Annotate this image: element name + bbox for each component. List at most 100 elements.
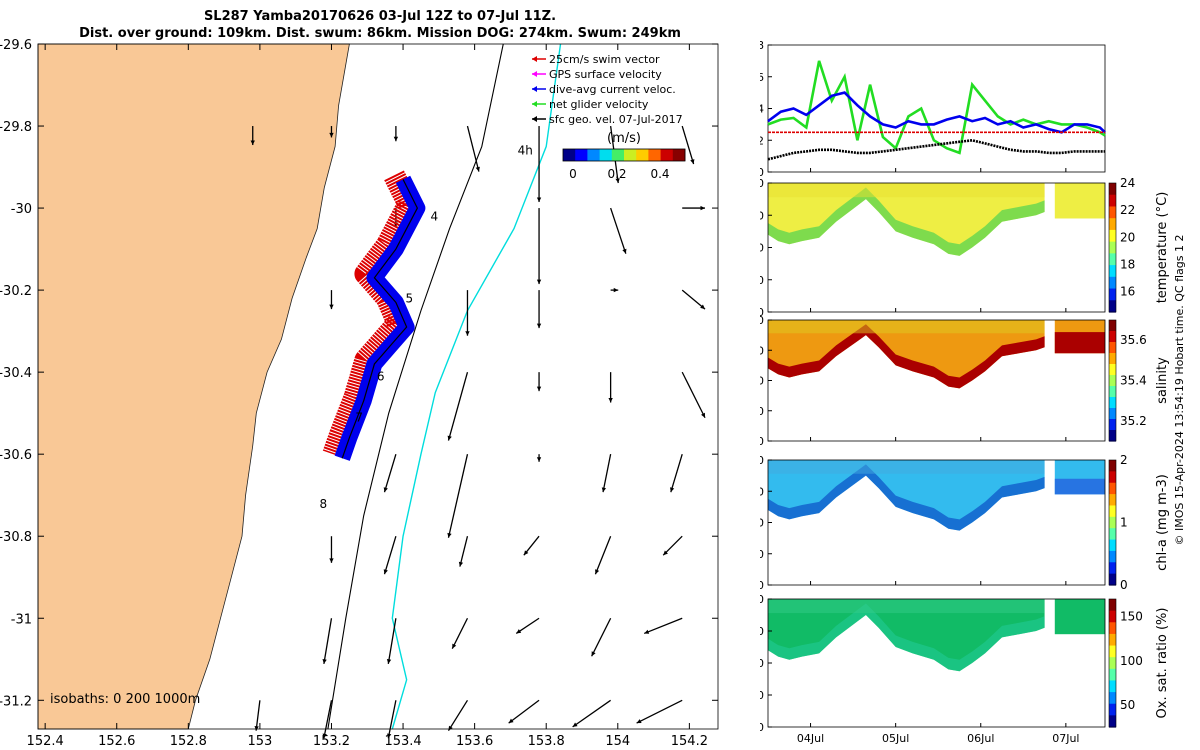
cbar-cell-4-2 <box>1109 622 1116 635</box>
heatmap-surface-band-1 <box>768 183 1045 198</box>
legend-label-4: sfc geo. vel. 07-Jul-2017 <box>549 113 683 126</box>
cbar-cell-3-9 <box>1109 562 1116 575</box>
depth-tick-4-4: 200 <box>760 721 764 734</box>
velocity-arrowhead-14 <box>613 287 619 293</box>
cbar-cell-2-8 <box>1109 408 1116 420</box>
day-label-7: 7 <box>355 410 363 424</box>
cbar-tick-1-0: 16 <box>1120 285 1135 299</box>
cbar-tick-1-2: 20 <box>1120 230 1135 244</box>
lon-tick-6: 153.6 <box>456 734 493 749</box>
depth-tick-1-4: 200 <box>760 306 764 319</box>
depth-tick-2-4: 200 <box>760 435 764 448</box>
legend-swatch-head-0 <box>532 56 537 62</box>
depth-tick-1-3: 150 <box>760 274 764 287</box>
velocity-arrowhead-34 <box>516 629 522 634</box>
heatmap-late-block-1 <box>1054 183 1105 219</box>
velocity-arrow-42 <box>572 699 612 728</box>
velocity-arrowhead-26 <box>383 569 388 575</box>
velocity-arrowhead-17 <box>536 386 542 392</box>
velocity-arrow-36 <box>643 617 683 635</box>
lat-tick-4: -30.4 <box>0 366 32 381</box>
cbar-tick-4-0: 50 <box>1120 698 1135 712</box>
cbar-cell-4-0 <box>1109 599 1116 612</box>
velocity-arrowhead-10 <box>700 205 706 211</box>
cbar-tick-4-1: 100 <box>1120 654 1143 668</box>
lon-tick-0: 152.4 <box>27 734 64 749</box>
cbar-cell-1-8 <box>1109 276 1116 290</box>
lat-tick-0: -29.6 <box>0 38 32 53</box>
velocity-arrowhead-39 <box>387 733 392 739</box>
imos-side-note: © IMOS 15-Apr-2024 13:54:19 Hobart time.… <box>1173 235 1186 546</box>
velocity-arrowhead-31 <box>322 659 327 664</box>
cbar-cell-2-3 <box>1109 353 1116 365</box>
velocity-arrowhead-6 <box>690 159 695 165</box>
cbar-frame-4 <box>1108 598 1117 728</box>
velocity-arrow-41 <box>508 699 540 724</box>
depth-tick-2-0: 0 <box>760 314 764 327</box>
day-label-5: 5 <box>405 291 413 305</box>
cbar-cell-2-1 <box>1109 331 1116 343</box>
heatmap-late-block-4 <box>1054 599 1105 635</box>
legend-swatch-head-1 <box>532 71 537 77</box>
velocity-arrow-43 <box>636 699 683 724</box>
cbar-cell-3-0 <box>1109 460 1116 472</box>
cbar-cell-4-8 <box>1109 692 1116 705</box>
velocity-arrowhead-25 <box>329 558 334 563</box>
cbar-cell-2-7 <box>1109 397 1116 409</box>
velocity-arrowhead-11 <box>329 304 334 310</box>
depth-tick-3-0: 0 <box>760 454 764 467</box>
lon-tick-5: 153.4 <box>384 734 421 749</box>
velocity-arrowhead-15 <box>700 304 706 310</box>
cbar-cell-4-4 <box>1109 645 1116 658</box>
legend-label-1: GPS surface velocity <box>549 68 662 81</box>
velocity-arrowhead-37 <box>254 725 259 731</box>
velocity-arrow-9 <box>610 207 627 254</box>
velocity-arrow-38 <box>323 700 333 739</box>
legend-label-0: 25cm/s swim vector <box>549 53 660 66</box>
velocity-arrow-16 <box>447 371 469 441</box>
velocity-ytick-4: 0.8 <box>760 39 764 52</box>
cbar-cell-3-10 <box>1109 573 1116 586</box>
depth-tick-2-3: 150 <box>760 405 764 418</box>
velocity-arrow-20 <box>383 453 397 493</box>
velocity-arrow-32 <box>387 618 397 664</box>
velocity-arrow-29 <box>594 535 612 575</box>
cbar-cell-4-5 <box>1109 657 1116 670</box>
colorbar-cell-0 <box>563 149 576 161</box>
cbar-label-1: temperature (°C) <box>1155 192 1170 304</box>
cbar-cell-4-3 <box>1109 633 1116 647</box>
cbar-cell-1-10 <box>1109 300 1116 313</box>
velocity-arrow-24 <box>670 453 683 493</box>
velocity-arrowhead-3 <box>475 166 480 172</box>
colorbar-cell-3 <box>599 149 613 161</box>
cbar-tick-2-2: 35.6 <box>1120 333 1147 347</box>
velocity-arrow-26 <box>383 536 397 575</box>
velocity-series-0 <box>767 60 1106 155</box>
lat-tick-3: -30.2 <box>0 284 32 299</box>
map-chart: 4 5 6 7 8 4h 25cm/s swim vector GPS surface vel… <box>0 38 719 749</box>
velocity-arrow-39 <box>387 700 397 739</box>
colorbar-cell-1 <box>575 149 588 161</box>
cbar-cell-1-1 <box>1109 194 1116 208</box>
velocity-ytick-1: 0.2 <box>760 134 764 147</box>
velocity-arrowhead-24 <box>670 487 675 493</box>
lat-tick-6: -30.8 <box>0 530 32 545</box>
day-label-4: 4 <box>431 209 439 223</box>
velocity-arrow-37 <box>255 700 261 731</box>
depth-tick-4-0: 0 <box>760 593 764 606</box>
cbar-tick-3-1: 1 <box>1120 516 1128 530</box>
lat-tick-7: -31 <box>11 612 32 627</box>
cbar-frame-1 <box>1108 182 1117 313</box>
lat-tick-2: -30 <box>11 202 32 217</box>
cbar-cell-1-5 <box>1109 241 1116 254</box>
cbar-tick-1-3: 22 <box>1120 203 1135 217</box>
glider-track <box>341 179 419 459</box>
cbar-cell-2-5 <box>1109 375 1116 387</box>
cbar-cell-1-2 <box>1109 206 1116 219</box>
velocity-arrowhead-9 <box>622 248 627 254</box>
colorbar-cell-8 <box>660 149 674 161</box>
velocity-arrow-3 <box>466 125 480 172</box>
cbar-cell-4-6 <box>1109 668 1116 682</box>
colorbar-tick-1: 0.2 <box>607 167 626 181</box>
